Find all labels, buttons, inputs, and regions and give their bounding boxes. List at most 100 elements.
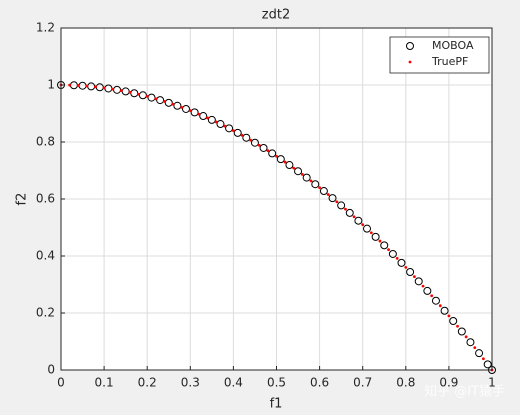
dot-marker [76, 84, 80, 87]
y-tick-label: 0.6 [36, 192, 55, 206]
dot-marker [387, 248, 390, 252]
x-tick-label: 0.2 [138, 376, 157, 390]
dot-marker [447, 314, 451, 318]
legend: MOBOA TruePF [389, 36, 490, 74]
circle-marker [268, 149, 277, 158]
dot-marker [404, 266, 408, 269]
x-tick-label: 0.1 [95, 376, 114, 390]
circle-marker [363, 224, 372, 233]
dot-marker [94, 85, 97, 89]
circle-marker [431, 296, 440, 305]
circle-marker [225, 124, 234, 133]
x-tick-label: 0.4 [224, 376, 243, 390]
circle-marker [345, 208, 354, 217]
circle-marker [414, 277, 423, 286]
dot-marker [378, 239, 382, 243]
dot-marker [473, 346, 477, 350]
dot-marker [249, 138, 253, 142]
dot-marker [145, 95, 149, 98]
circle-marker [406, 267, 415, 276]
circle-marker [388, 249, 397, 258]
x-tick-label: 0.6 [310, 376, 329, 390]
circle-marker [294, 167, 303, 176]
circle-marker [397, 258, 406, 267]
y-tick-label: 1 [47, 78, 55, 92]
dot-marker [102, 86, 106, 90]
chart-title: zdt2 [262, 8, 290, 23]
dot-marker [430, 294, 434, 298]
circle-marker [380, 241, 389, 250]
dot-marker [240, 133, 244, 137]
y-tick-label: 0.8 [36, 135, 55, 149]
dot-marker [464, 335, 468, 339]
dot-marker [408, 60, 412, 64]
dot-marker [154, 97, 158, 101]
circle-marker [156, 96, 165, 105]
circle-marker [354, 216, 363, 225]
dot-marker [395, 256, 399, 260]
circle-marker [406, 42, 414, 50]
circle-marker [302, 173, 311, 182]
circle-marker [457, 327, 466, 336]
dot-marker [283, 160, 287, 164]
dot-marker [188, 109, 192, 113]
legend-box [389, 36, 490, 74]
dot-marker [344, 207, 347, 211]
dot-marker [266, 149, 270, 153]
dot-marker [232, 129, 235, 133]
dot-marker [197, 112, 201, 116]
y-tick-label: 0 [47, 363, 55, 377]
dot-marker [85, 84, 89, 88]
circle-marker [276, 155, 285, 164]
dot-marker [438, 304, 442, 308]
dot-marker [275, 154, 278, 158]
dot-marker [214, 120, 218, 124]
x-tick-label: 0.3 [181, 376, 200, 390]
dot-marker [111, 87, 115, 91]
circle-marker [147, 93, 156, 102]
circle-marker [250, 138, 259, 147]
dot-marker [292, 166, 296, 170]
y-tick-label: 0.2 [36, 306, 55, 320]
circle-marker [164, 98, 173, 107]
dot-marker [257, 143, 261, 147]
circle-marker [466, 338, 475, 347]
x-axis-label: f1 [270, 397, 283, 412]
circle-marker [483, 360, 492, 369]
circle-marker [449, 317, 458, 326]
circle-marker [371, 232, 380, 241]
marks [57, 81, 496, 374]
circle-marker [475, 349, 484, 358]
x-tick-label: 0.5 [267, 376, 286, 390]
circle-marker [181, 104, 190, 113]
dot-marker [180, 105, 184, 109]
legend-label: TruePF [431, 55, 468, 68]
circle-marker [423, 286, 432, 295]
dot-marker [361, 223, 365, 227]
circle-marker [311, 180, 320, 189]
circle-marker [199, 112, 208, 121]
y-tick-label: 1.2 [36, 21, 55, 35]
dot-marker [318, 186, 321, 190]
y-axis-label: f2 [15, 193, 30, 206]
dot-marker [137, 92, 140, 96]
dot-marker [206, 116, 209, 120]
dot-marker [309, 179, 313, 183]
circle-marker [328, 194, 337, 203]
dot-marker [171, 102, 175, 106]
dot-marker [128, 90, 132, 94]
x-tick-label: 0.9 [439, 376, 458, 390]
dot-marker [223, 124, 227, 128]
dot-marker [68, 83, 72, 87]
watermark: 知乎 @IT猿手 [424, 384, 505, 400]
dot-marker [369, 231, 373, 235]
dot-marker [352, 215, 356, 219]
circle-marker [216, 120, 225, 129]
circle-marker [440, 306, 449, 315]
y-tick-label: 0.4 [36, 249, 55, 263]
circle-marker [285, 161, 294, 170]
circle-marker [242, 133, 251, 142]
circle-marker [233, 128, 242, 137]
dot-marker [163, 100, 166, 103]
x-tick-label: 0 [57, 376, 65, 390]
